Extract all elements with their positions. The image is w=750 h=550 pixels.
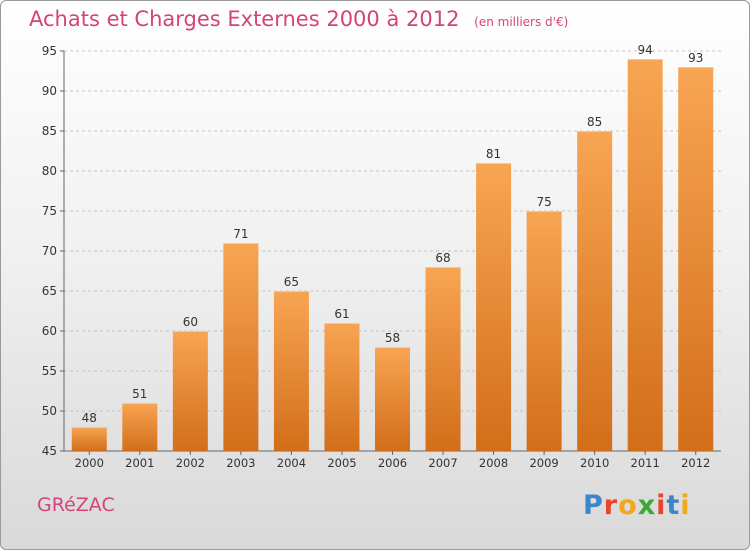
x-tick-label: 2009 [529, 456, 558, 470]
x-tick-label: 2001 [125, 456, 154, 470]
y-tick-label: 90 [42, 84, 57, 98]
data-label: 93 [688, 51, 703, 65]
data-label: 51 [132, 387, 147, 401]
bar [678, 67, 714, 451]
y-tick-label: 95 [42, 44, 57, 58]
logo-letter: i [656, 490, 667, 521]
y-tick-label: 55 [42, 364, 57, 378]
y-tick-label: 65 [42, 284, 57, 298]
data-label: 60 [183, 315, 198, 329]
data-label: 65 [284, 275, 299, 289]
bar [71, 427, 107, 451]
x-tick-label: 2011 [631, 456, 660, 470]
data-label: 94 [638, 43, 653, 57]
y-tick-label: 80 [42, 164, 57, 178]
bar [526, 211, 562, 451]
bar [122, 403, 158, 451]
y-tick-label: 50 [42, 404, 57, 418]
bar [425, 267, 461, 451]
x-tick-label: 2000 [75, 456, 104, 470]
data-label: 71 [233, 227, 248, 241]
bar [627, 59, 663, 451]
proxiti-logo: Proxiti [583, 490, 691, 521]
y-tick-label: 85 [42, 124, 57, 138]
logo-letter: x [637, 490, 657, 521]
y-tick-label: 60 [42, 324, 57, 338]
logo-letter: P [583, 490, 604, 521]
y-tick-label: 45 [42, 444, 57, 458]
y-tick-label: 70 [42, 244, 57, 258]
data-label: 58 [385, 331, 400, 345]
x-tick-label: 2007 [428, 456, 457, 470]
bar [476, 163, 512, 451]
data-label: 61 [334, 307, 349, 321]
x-tick-label: 2003 [226, 456, 255, 470]
chart-subtitle: (en milliers d'€) [474, 15, 569, 29]
x-tick-label: 2002 [176, 456, 205, 470]
data-label: 85 [587, 115, 602, 129]
bar [273, 291, 309, 451]
x-tick-label: 2004 [277, 456, 306, 470]
y-tick-label: 75 [42, 204, 57, 218]
data-label: 68 [435, 251, 450, 265]
bar [324, 323, 360, 451]
data-label: 75 [536, 195, 551, 209]
x-tick-label: 2005 [327, 456, 356, 470]
x-tick-label: 2010 [580, 456, 609, 470]
x-tick-label: 2012 [681, 456, 710, 470]
bar [577, 131, 613, 451]
bar [172, 331, 208, 451]
logo-letter: o [618, 490, 638, 521]
chart-title-text: Achats et Charges Externes 2000 à 2012 [29, 7, 460, 31]
chart-title: Achats et Charges Externes 2000 à 2012 (… [29, 7, 568, 31]
x-tick-label: 2008 [479, 456, 508, 470]
data-label: 48 [82, 411, 97, 425]
logo-letter: t [666, 490, 681, 521]
bar [223, 243, 259, 451]
data-label: 81 [486, 147, 501, 161]
logo-letter: r [603, 490, 619, 521]
bar [375, 347, 410, 451]
x-tick-label: 2006 [378, 456, 407, 470]
logo-letter: i [680, 490, 691, 521]
place-name: GRéZAC [37, 494, 115, 516]
